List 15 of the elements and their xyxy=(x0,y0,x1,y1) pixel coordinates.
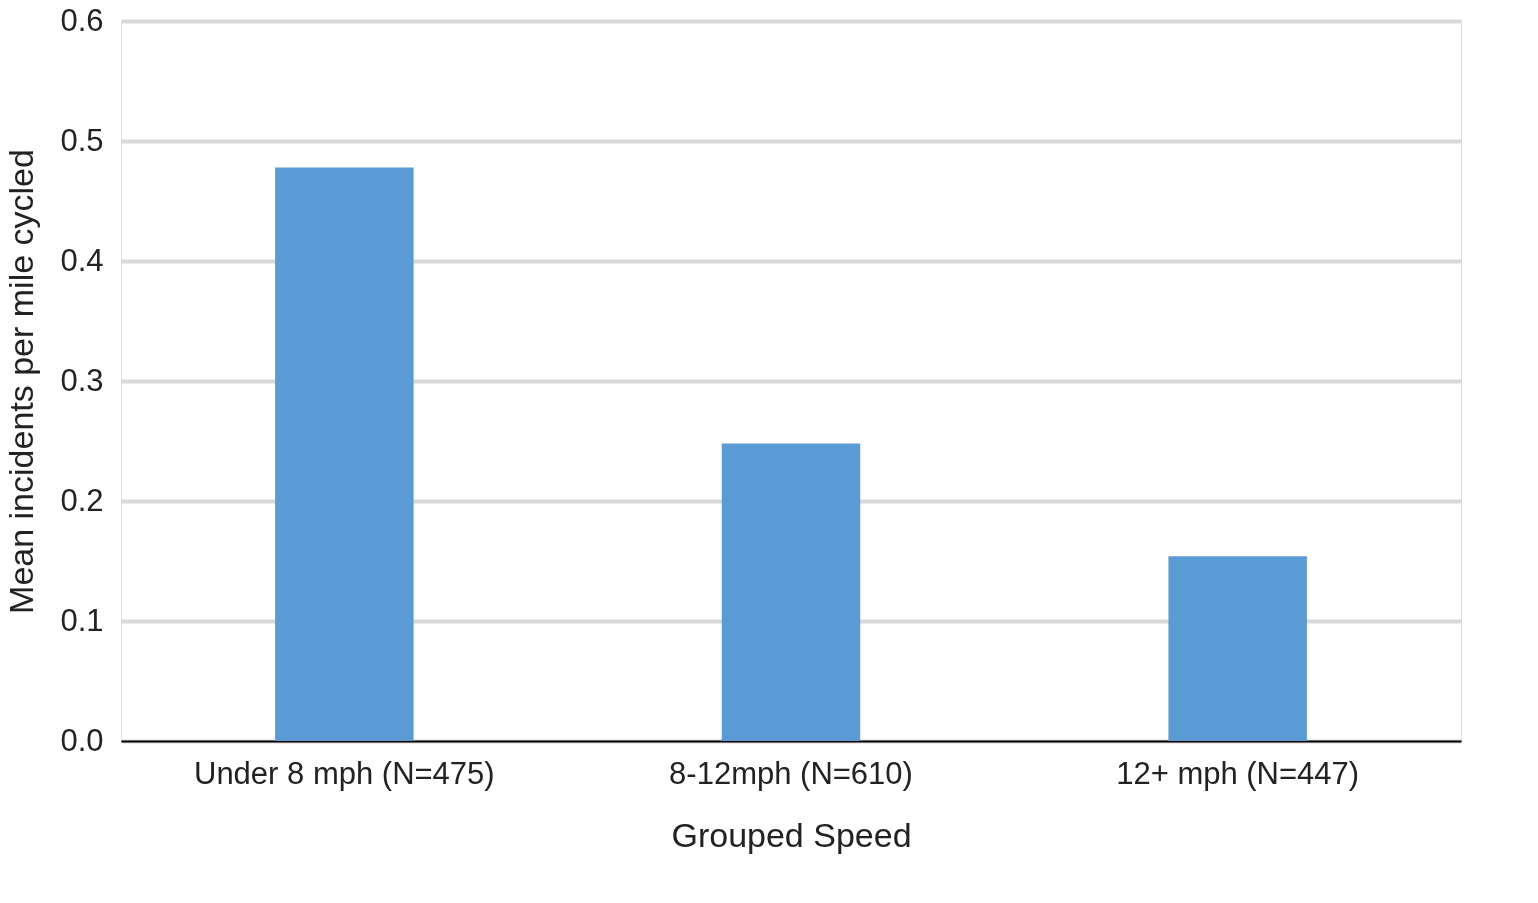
y-tick-label: 0.2 xyxy=(60,482,104,518)
x-axis-title: Grouped Speed xyxy=(671,815,912,854)
y-tick-label: 0.6 xyxy=(60,2,104,38)
y-tick-label: 0.4 xyxy=(60,242,104,278)
bar xyxy=(1168,556,1307,741)
x-tick-label: 12+ mph (N=447) xyxy=(1116,755,1360,791)
x-tick-label: 8-12mph (N=610) xyxy=(669,755,913,791)
y-tick-label: 0.0 xyxy=(60,722,104,758)
bar xyxy=(721,443,861,741)
y-tick-label: 0.3 xyxy=(60,362,104,398)
y-tick-label: 0.5 xyxy=(60,122,104,158)
y-tick-label: 0.1 xyxy=(60,602,104,638)
y-axis-title: Mean incidents per mile cycled xyxy=(2,149,41,614)
x-tick-label: Under 8 mph (N=475) xyxy=(193,755,495,791)
bar xyxy=(275,167,414,741)
